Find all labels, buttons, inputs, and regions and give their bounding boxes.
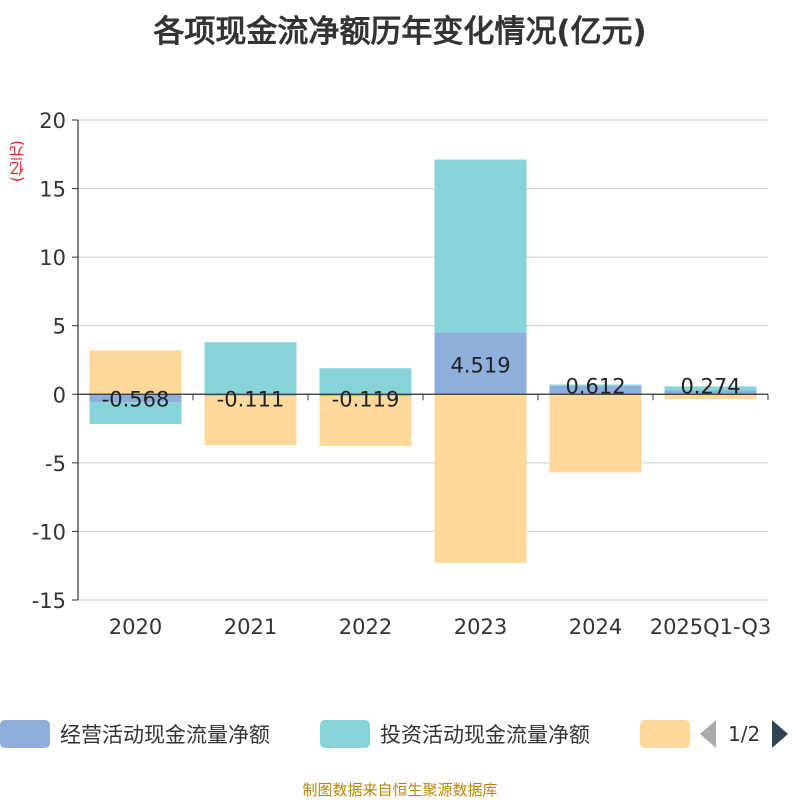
bar-segment [664, 386, 757, 391]
y-tick-label: -10 [32, 520, 66, 544]
bar-segment [89, 394, 182, 403]
bar-segment [434, 159, 527, 333]
legend-page-indicator: 1/2 [728, 722, 761, 746]
legend-swatch [640, 720, 690, 748]
data-label: 0.612 [565, 374, 625, 398]
data-label: -0.111 [217, 387, 285, 411]
bar-segment [89, 350, 182, 395]
data-label: 4.519 [450, 353, 510, 377]
stacked-bar-chart: 20 15 10 5 0 -5 -10 -15 2020 2021 2022 2023 2024 2025… [32, 109, 772, 639]
legend-item-investing[interactable]: 投资活动现金流量净额 [320, 716, 590, 752]
bar-segment [664, 390, 757, 395]
data-label: -0.119 [332, 387, 400, 411]
y-tick-label: -15 [32, 589, 66, 613]
y-tick-label: 10 [39, 246, 66, 270]
x-tick-label: 2024 [569, 615, 622, 639]
legend: 经营活动现金流量净额 投资活动现金流量净额 1/2 [0, 716, 800, 756]
bar-segment [434, 332, 527, 395]
data-label: 0.274 [680, 374, 740, 398]
bar-segment [319, 394, 412, 396]
y-tick-label: 0 [53, 383, 66, 407]
bar-segment [89, 402, 182, 425]
legend-swatch [0, 720, 50, 748]
data-source-note: 制图数据来自恒生聚源数据库 [302, 781, 498, 799]
legend-item-operating[interactable]: 经营活动现金流量净额 [0, 716, 270, 752]
bar-segment [434, 394, 527, 563]
y-tick-label: 15 [39, 178, 66, 202]
chart-title: 各项现金流净额历年变化情况(亿元) [153, 14, 647, 50]
legend-prev-page-icon[interactable] [700, 720, 716, 748]
bar-segment [549, 385, 642, 395]
bar-segment [549, 384, 642, 386]
x-tick-label: 2023 [454, 615, 507, 639]
legend-label: 投资活动现金流量净额 [380, 723, 590, 747]
bar-segment [664, 394, 757, 400]
x-tick-label: 2020 [109, 615, 162, 639]
bar-segment [319, 368, 412, 395]
legend-item-financing[interactable] [640, 716, 700, 752]
y-tick-label: 5 [53, 315, 66, 339]
bar-segment [204, 342, 297, 395]
x-tick-label: 2025Q1-Q3 [650, 615, 772, 639]
bar-segment [204, 394, 297, 396]
legend-swatch [320, 720, 370, 748]
bar-segment [319, 395, 412, 446]
y-tick-label: 20 [39, 109, 66, 133]
y-tick-label: -5 [45, 452, 66, 476]
x-tick-label: 2021 [224, 615, 277, 639]
data-label: -0.568 [102, 387, 170, 411]
legend-label: 经营活动现金流量净额 [60, 723, 270, 747]
legend-pager: 1/2 [700, 716, 789, 752]
bar-segment [549, 394, 642, 473]
bar-segment [204, 395, 297, 446]
x-tick-label: 2022 [339, 615, 392, 639]
legend-next-page-icon[interactable] [772, 720, 789, 748]
